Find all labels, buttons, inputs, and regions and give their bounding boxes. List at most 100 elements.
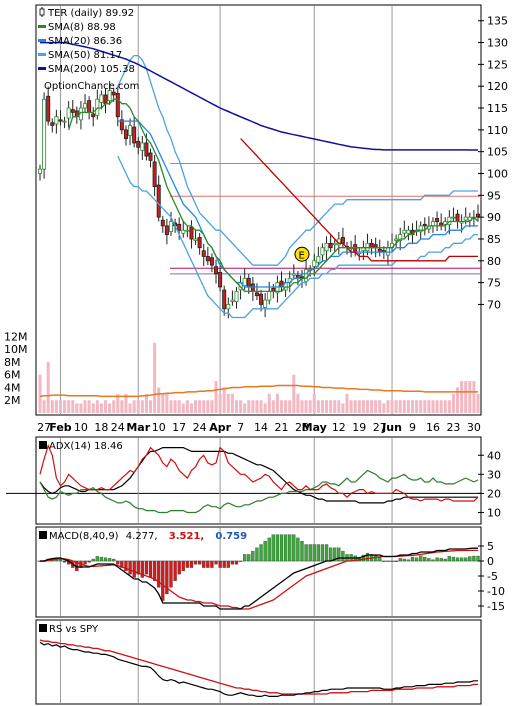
volume-bar — [169, 400, 173, 413]
date-tick-label: 9 — [409, 421, 416, 434]
macd-histogram-bar-negative — [148, 560, 153, 578]
candle-down — [222, 289, 227, 310]
volume-bar — [378, 400, 382, 413]
volume-bar — [226, 393, 230, 413]
volume-bar — [415, 400, 419, 413]
volume-bar — [38, 374, 42, 413]
volume-bar — [243, 403, 247, 413]
macd-histogram-bar-positive — [378, 556, 382, 562]
macd-y-axis: 5 0 -5 -10 -15 — [478, 540, 505, 613]
rs-average-line — [39, 639, 478, 695]
candle-up — [263, 299, 268, 308]
price-tick-label: 85 — [487, 233, 501, 246]
candle-up — [242, 277, 247, 287]
date-tick-label: 19 — [352, 421, 366, 434]
macd-histogram-bar-positive — [95, 556, 99, 562]
volume-bar — [357, 400, 361, 413]
candle-down — [160, 219, 165, 227]
macd-histogram-bar-positive — [296, 537, 300, 562]
volume-bar — [263, 403, 267, 413]
volume-bar — [275, 393, 279, 413]
macd-histogram-bar-negative — [173, 560, 177, 581]
volume-bar — [279, 400, 284, 413]
sma20-line — [117, 120, 478, 288]
candle-up — [430, 221, 435, 227]
macd-histogram-bar-negative — [157, 560, 161, 588]
candle-down — [177, 223, 182, 231]
volume-bar — [214, 381, 218, 413]
volume-bar — [181, 403, 185, 413]
volume-bar — [255, 400, 259, 413]
adx-marks — [6, 438, 481, 523]
candle-up — [443, 221, 448, 225]
date-tick-label: 18 — [94, 421, 108, 434]
legend-label: SMA(50) 81.17 — [48, 50, 122, 61]
volume-average-line — [39, 384, 478, 398]
macd-histogram-bar-positive — [58, 559, 63, 562]
macd-histogram-bar-positive — [271, 534, 275, 562]
bollinger-upper-line — [117, 54, 478, 266]
macd-histogram-bar-negative — [128, 560, 132, 575]
volume-bar — [42, 400, 46, 413]
volume-bar — [460, 381, 464, 413]
candle-up — [332, 242, 337, 246]
candle-up — [291, 273, 296, 276]
macd-histogram-bar-negative — [83, 560, 87, 565]
candle-up — [181, 229, 186, 234]
candle-down — [205, 256, 210, 262]
macd-histogram-bar-negative — [116, 560, 120, 565]
macd-histogram-bar-positive — [333, 547, 337, 562]
candle-up — [312, 260, 317, 267]
legend-swatch — [38, 67, 46, 70]
candle-up — [463, 216, 468, 221]
volume-bar — [140, 400, 144, 413]
macd-legend-swatch — [39, 531, 47, 539]
macd-histogram-bar-positive — [259, 544, 263, 562]
earnings-marker-label: E — [298, 250, 304, 261]
candle-down — [214, 266, 219, 275]
rs-legend: RS vs SPY — [39, 624, 99, 635]
macd-histogram-bar-positive — [337, 547, 341, 562]
macd-marks — [36, 528, 481, 616]
volume-bar — [439, 400, 443, 413]
date-tick-label: 24 — [193, 421, 207, 434]
volume-bar — [402, 400, 406, 413]
volume-bar — [292, 374, 296, 413]
macd-histogram-bar-negative — [234, 560, 239, 565]
rs-legend-swatch — [39, 624, 47, 632]
macd-histogram-bar-positive — [99, 556, 104, 562]
volume-bar — [382, 403, 386, 413]
volume-bar — [468, 381, 472, 413]
volume-bar — [476, 393, 480, 413]
volume-bar — [189, 403, 193, 413]
volume-bar — [427, 400, 431, 413]
macd-histogram-bar-positive — [304, 544, 308, 562]
volume-bar — [464, 381, 468, 413]
macd-histogram-bar-positive — [427, 558, 431, 562]
legend-label: SMA(8) 88.98 — [48, 22, 116, 33]
macd-histogram-bar-positive — [107, 558, 112, 562]
volume-bar — [136, 400, 140, 413]
volume-tick-label: 2M — [4, 394, 21, 407]
candle-up — [398, 234, 403, 241]
macd-histogram-bar-negative — [394, 560, 398, 562]
candle-down — [70, 109, 75, 113]
volume-bar — [71, 400, 75, 413]
candle-down — [435, 218, 440, 222]
macd-histogram-bar-negative — [62, 560, 67, 563]
candle-up — [83, 103, 88, 109]
candle-down — [328, 242, 333, 249]
candle-down — [148, 152, 153, 161]
volume-tick-label: 12M — [4, 330, 28, 343]
volume-bar — [308, 400, 312, 413]
candle-down — [201, 250, 206, 257]
candle-up — [226, 304, 231, 310]
macd-histogram-bar-negative — [185, 560, 190, 568]
candle-up — [168, 221, 173, 232]
candle-up — [451, 216, 456, 219]
adx-legend: ADX(14) 18.46 — [39, 441, 123, 452]
rs-marks — [39, 621, 478, 703]
volume-bar — [194, 400, 198, 413]
date-tick-label: Mar — [126, 421, 150, 434]
